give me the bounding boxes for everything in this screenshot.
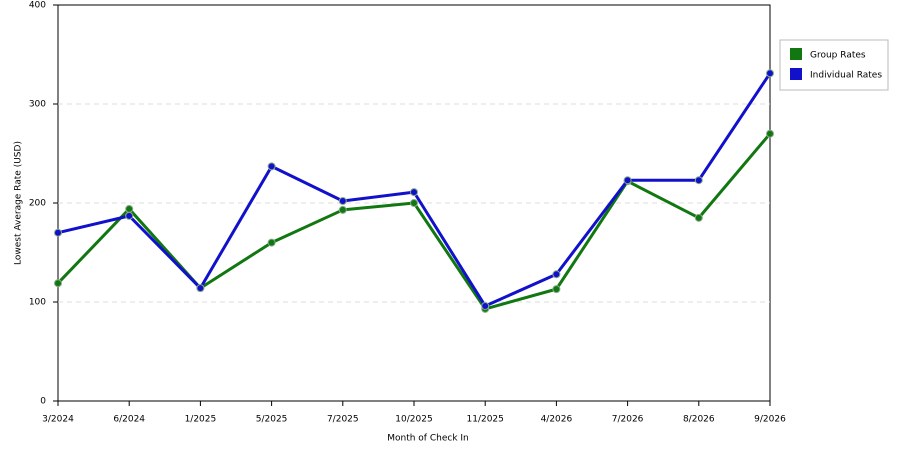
x-tick-label: 7/2026 [612,415,644,425]
x-tick-label: 11/2025 [467,415,504,425]
data-point [552,270,561,279]
x-tick-label: 4/2026 [541,415,573,425]
data-point [125,211,134,220]
data-point [694,176,703,185]
x-tick-label: 7/2025 [327,415,359,425]
y-tick-label: 100 [29,298,46,308]
legend-box [779,39,889,91]
data-point [552,285,561,294]
y-tick-label: 0 [40,397,46,407]
y-axis-label: Lowest Average Rate (USD) [14,141,24,265]
x-tick-label: 5/2025 [256,415,288,425]
data-point [267,162,276,171]
data-point [766,69,774,78]
x-tick-label: 10/2025 [395,415,432,425]
y-tick-label: 300 [29,100,46,110]
x-tick-label: 1/2025 [185,415,217,425]
data-point [125,204,134,213]
legend-swatch [790,68,802,80]
x-tick-label: 8/2026 [683,415,715,425]
data-point [623,176,632,185]
data-point [54,228,62,237]
data-point [694,213,703,222]
x-tick-label: 6/2024 [113,415,145,425]
data-point [338,205,347,214]
data-point [766,129,774,138]
data-point [338,197,347,206]
legend-label: Individual Rates [810,71,882,81]
y-tick-label: 200 [29,199,46,209]
data-point [196,284,205,293]
data-point [410,199,418,207]
data-point [410,188,418,197]
x-tick-label: 3/2024 [42,415,74,425]
x-tick-label: 9/2026 [754,415,786,425]
data-point [267,238,276,247]
legend-label: Group Rates [810,51,866,61]
data-point [54,279,62,288]
legend-swatch [790,48,802,60]
y-tick-label: 400 [29,1,46,11]
data-point [481,301,490,310]
x-axis-label: Month of Check In [387,434,469,444]
